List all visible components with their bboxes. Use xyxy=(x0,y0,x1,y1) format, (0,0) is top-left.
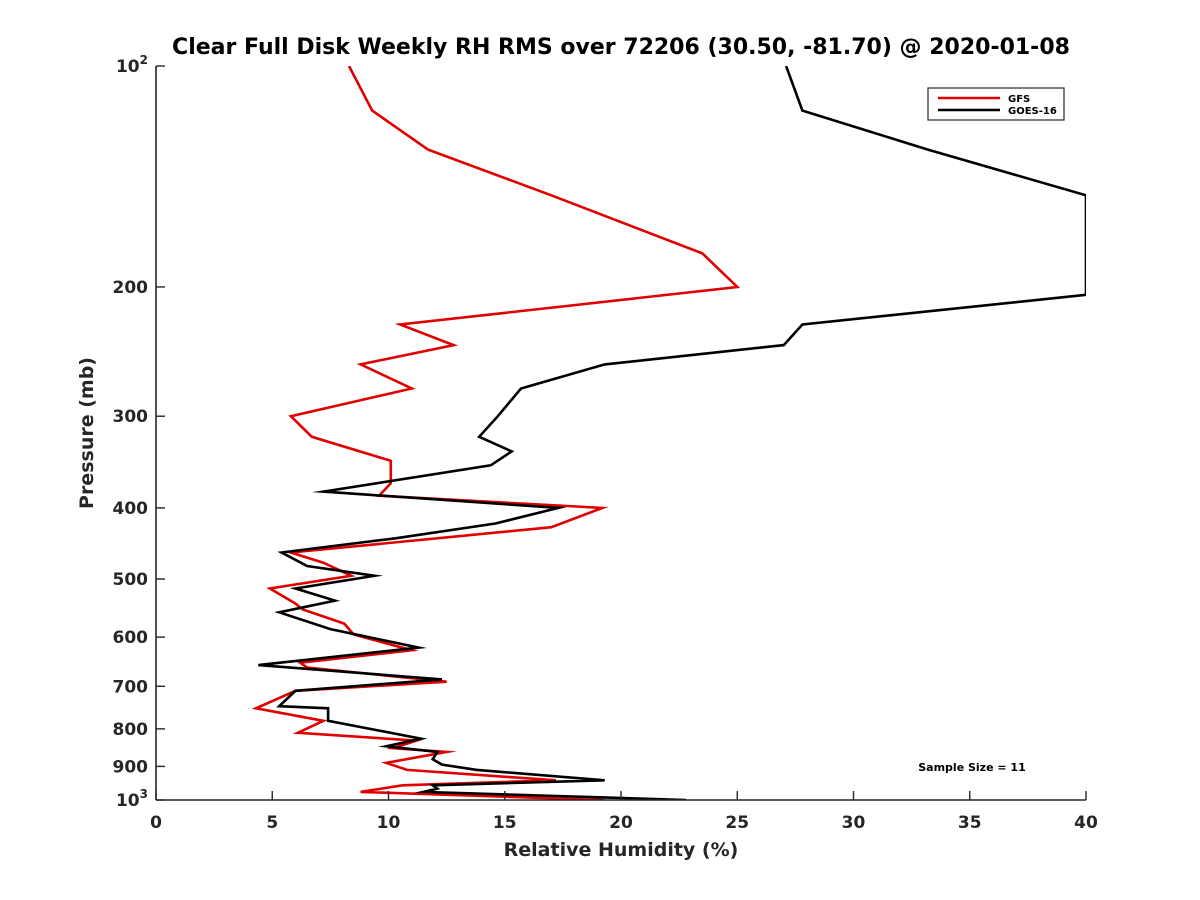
y-axis-label: Pressure (mb) xyxy=(76,357,98,509)
x-tick-label: 40 xyxy=(1074,813,1098,833)
x-tick-label: 30 xyxy=(842,813,866,833)
y-axis-ticks: 102 200 300 400 500 600 700 800 900 103 xyxy=(113,53,165,811)
y-tick-label: 600 xyxy=(113,628,149,648)
series-layer xyxy=(251,66,1086,800)
x-axis-ticks: 0 5 10 15 20 25 30 35 40 xyxy=(150,791,1098,833)
x-tick-label: 25 xyxy=(725,813,749,833)
y-tick-label: 300 xyxy=(113,407,149,427)
x-axis-label: Relative Humidity (%) xyxy=(504,839,739,861)
chart-title: Clear Full Disk Weekly RH RMS over 72206… xyxy=(172,35,1070,60)
series-line-goes-16 xyxy=(258,66,1086,800)
y-tick-label: 800 xyxy=(113,720,149,740)
x-tick-label: 20 xyxy=(609,813,633,833)
legend-box xyxy=(927,87,1065,121)
y-tick-label: 400 xyxy=(113,499,149,519)
x-tick-label: 5 xyxy=(266,813,278,833)
y-tick-label: 900 xyxy=(113,757,149,777)
y-tick-label: 500 xyxy=(113,570,149,590)
legend-label: GOES-16 xyxy=(1008,106,1057,117)
y-tick-label: 103 xyxy=(116,787,148,811)
y-tick-label: 700 xyxy=(113,677,149,697)
x-tick-label: 10 xyxy=(377,813,401,833)
y-tick-label: 102 xyxy=(116,53,148,77)
y-tick-label: 200 xyxy=(113,278,149,298)
sample-size-annotation: Sample Size = 11 xyxy=(918,761,1025,774)
legend-label: GFS xyxy=(1008,94,1030,105)
x-tick-label: 0 xyxy=(150,813,162,833)
x-tick-label: 35 xyxy=(958,813,982,833)
plot-background xyxy=(156,66,1086,800)
plot-area xyxy=(155,66,1086,801)
x-tick-label: 15 xyxy=(493,813,517,833)
